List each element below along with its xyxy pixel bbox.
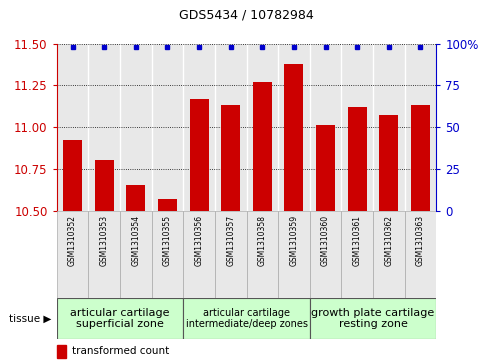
Text: articular cartilage
intermediate/deep zones: articular cartilage intermediate/deep zo… — [185, 308, 308, 329]
Text: articular cartilage
superficial zone: articular cartilage superficial zone — [70, 308, 170, 329]
Text: GSM1310358: GSM1310358 — [258, 215, 267, 266]
Bar — [310, 44, 341, 211]
Text: transformed count: transformed count — [72, 346, 169, 356]
FancyBboxPatch shape — [373, 211, 405, 298]
Bar — [253, 82, 272, 211]
Bar — [246, 44, 278, 211]
Bar — [348, 107, 367, 211]
Bar — [189, 99, 209, 211]
FancyBboxPatch shape — [152, 211, 183, 298]
Bar — [380, 115, 398, 211]
Bar — [278, 44, 310, 211]
Bar — [411, 105, 430, 211]
Bar — [57, 345, 66, 358]
Bar — [221, 105, 240, 211]
Bar — [341, 44, 373, 211]
Bar — [63, 140, 82, 211]
FancyBboxPatch shape — [88, 211, 120, 298]
Text: GSM1310357: GSM1310357 — [226, 215, 235, 266]
FancyBboxPatch shape — [246, 211, 278, 298]
Text: GSM1310362: GSM1310362 — [385, 215, 393, 266]
Bar — [88, 44, 120, 211]
Text: GSM1310363: GSM1310363 — [416, 215, 425, 266]
Bar — [158, 199, 177, 211]
Text: GSM1310355: GSM1310355 — [163, 215, 172, 266]
FancyBboxPatch shape — [57, 298, 183, 339]
Bar — [95, 160, 113, 211]
Bar — [120, 44, 152, 211]
FancyBboxPatch shape — [278, 211, 310, 298]
Text: GSM1310360: GSM1310360 — [321, 215, 330, 266]
Bar — [405, 44, 436, 211]
Text: GSM1310353: GSM1310353 — [100, 215, 108, 266]
Bar — [284, 64, 304, 211]
FancyBboxPatch shape — [310, 298, 436, 339]
FancyBboxPatch shape — [341, 211, 373, 298]
Text: GSM1310356: GSM1310356 — [195, 215, 204, 266]
FancyBboxPatch shape — [183, 298, 310, 339]
Bar — [183, 44, 215, 211]
Bar — [57, 44, 88, 211]
FancyBboxPatch shape — [405, 211, 436, 298]
Text: GSM1310359: GSM1310359 — [289, 215, 298, 266]
Bar — [152, 44, 183, 211]
FancyBboxPatch shape — [120, 211, 152, 298]
Bar — [373, 44, 405, 211]
Text: growth plate cartilage
resting zone: growth plate cartilage resting zone — [312, 308, 435, 329]
Text: GDS5434 / 10782984: GDS5434 / 10782984 — [179, 9, 314, 22]
Bar — [215, 44, 246, 211]
FancyBboxPatch shape — [310, 211, 341, 298]
FancyBboxPatch shape — [57, 211, 88, 298]
Text: GSM1310354: GSM1310354 — [131, 215, 141, 266]
Bar — [316, 125, 335, 211]
FancyBboxPatch shape — [215, 211, 246, 298]
FancyBboxPatch shape — [183, 211, 215, 298]
Bar — [126, 185, 145, 211]
Text: GSM1310352: GSM1310352 — [68, 215, 77, 266]
Text: tissue ▶: tissue ▶ — [9, 314, 52, 323]
Text: GSM1310361: GSM1310361 — [352, 215, 362, 266]
